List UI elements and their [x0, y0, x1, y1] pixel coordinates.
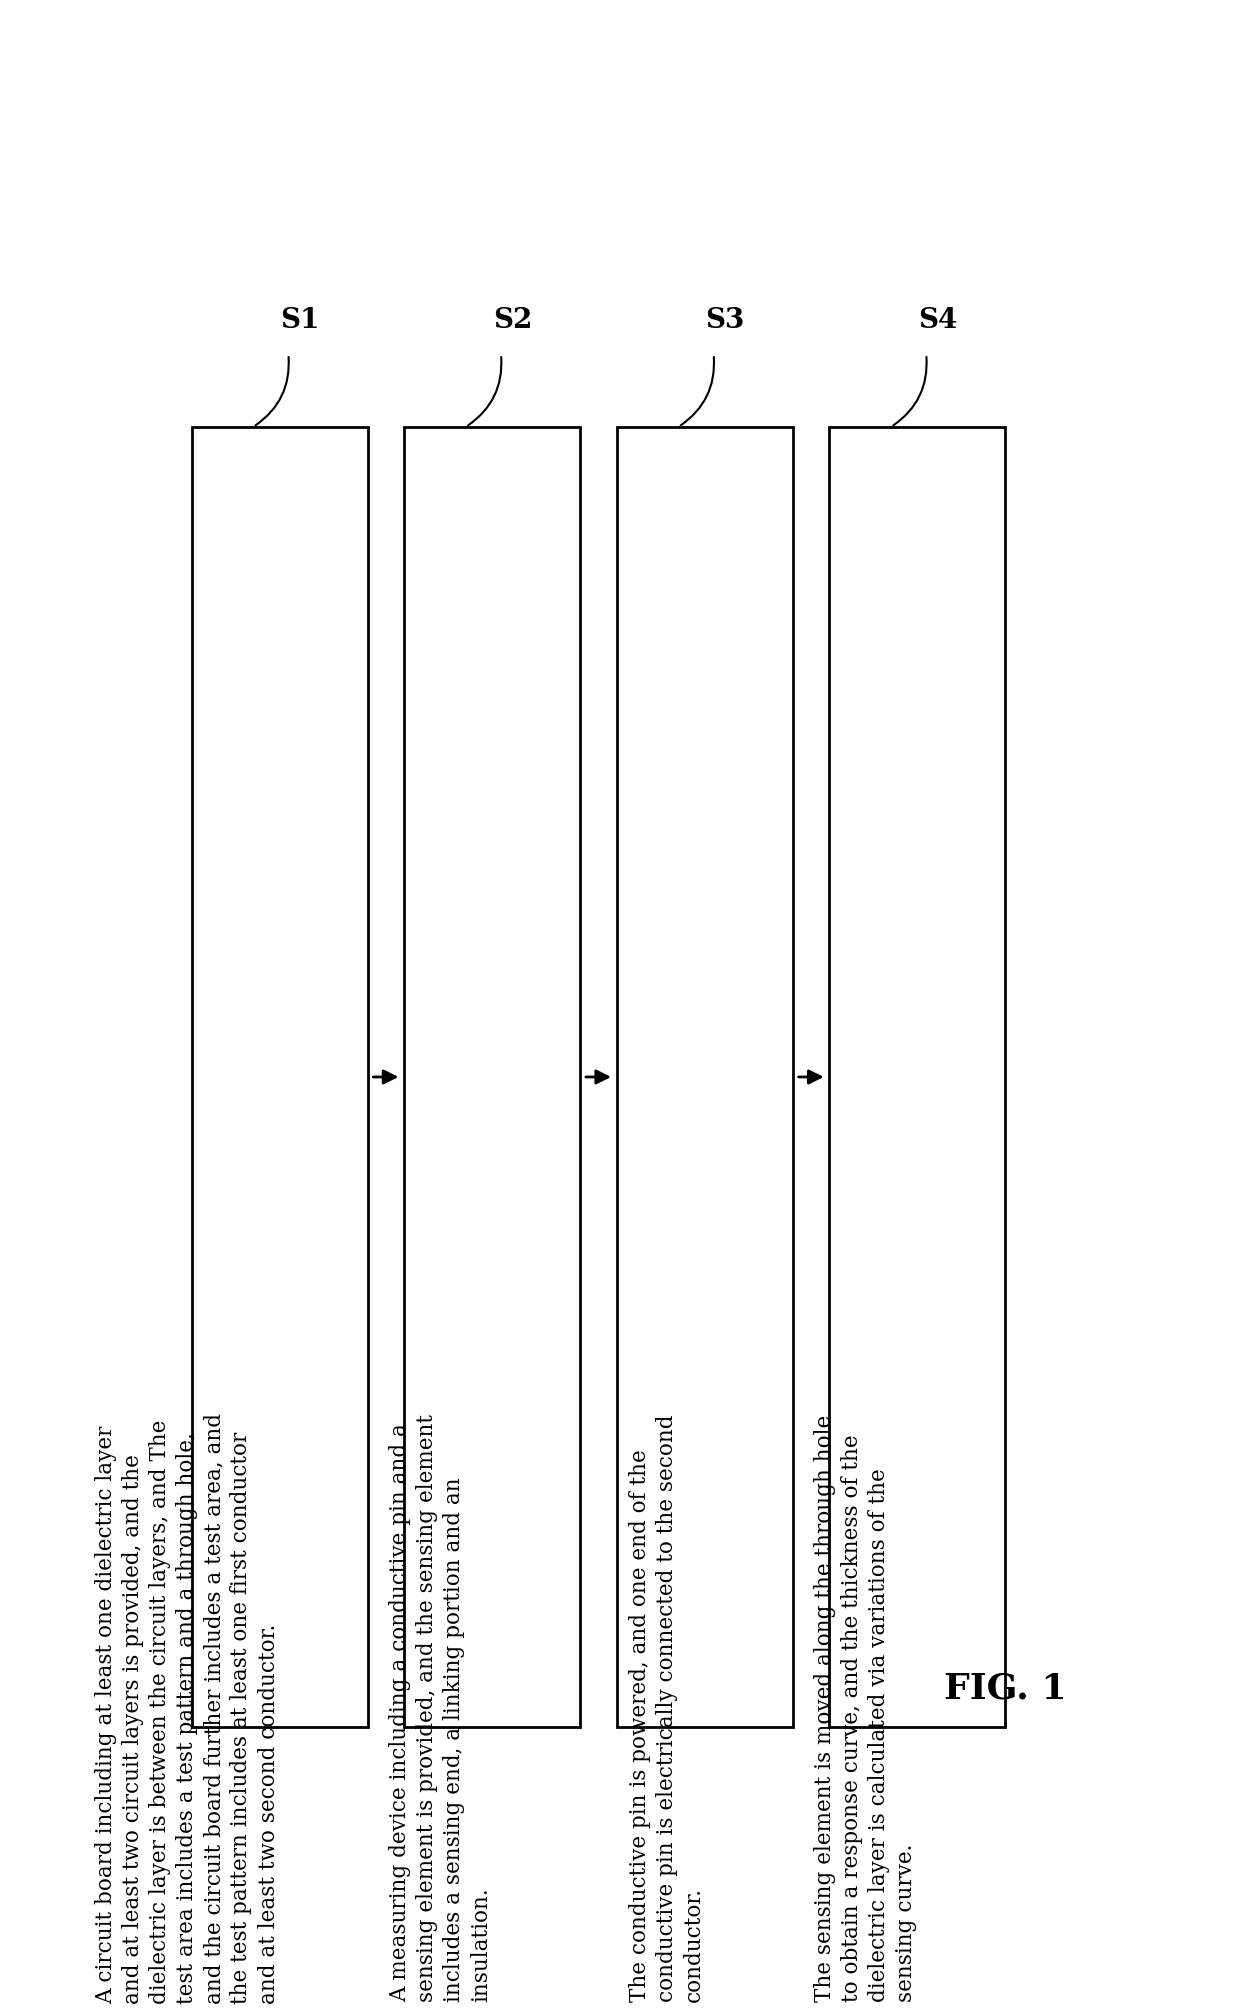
- Bar: [404, 426, 580, 1727]
- Text: The sensing element is moved along the through hole to obtain a response curve, : The sensing element is moved along the t…: [815, 1415, 918, 2002]
- Text: S3: S3: [706, 308, 745, 334]
- Text: FIG. 1: FIG. 1: [944, 1670, 1066, 1704]
- Bar: [191, 426, 367, 1727]
- Bar: [616, 426, 792, 1727]
- Text: S4: S4: [918, 308, 957, 334]
- Text: S1: S1: [280, 308, 320, 334]
- Text: A circuit board including at least one dielectric layer and at least two circuit: A circuit board including at least one d…: [95, 1413, 279, 2004]
- Text: A measuring device including a conductive pin and a sensing element is provided,: A measuring device including a conductiv…: [389, 1415, 492, 2002]
- Bar: [830, 426, 1006, 1727]
- Text: The conductive pin is powered, and one end of the conductive pin is electrically: The conductive pin is powered, and one e…: [629, 1415, 704, 2002]
- Text: S2: S2: [492, 308, 532, 334]
